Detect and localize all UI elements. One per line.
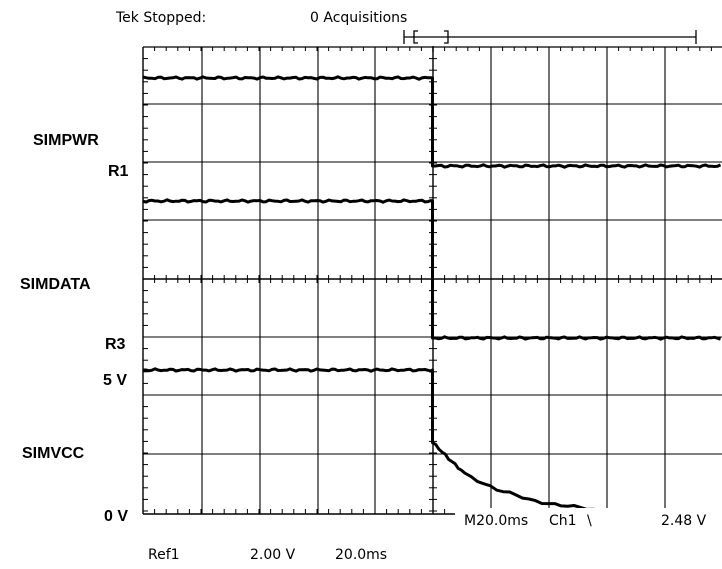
ref-label: Ref1 [148,547,180,563]
traces [142,75,722,517]
label-0v: 0 V [104,508,128,525]
timebase-readout: M20.0ms [464,513,528,529]
record-position-indicator [403,30,697,44]
label-r3: R3 [105,336,126,353]
trace-simpwr [142,75,722,169]
trace-simvcc [143,367,722,517]
label-simvcc: SIMVCC [22,445,85,462]
trigger-level-readout: 2.48 V [661,513,707,529]
label-5v: 5 V [103,372,127,389]
ref-scale: 2.00 V [250,547,296,563]
acquisitions-text: 0 Acquisitions [310,10,407,26]
ref-timebase: 20.0ms [335,547,387,563]
readout-background [455,508,722,528]
trigger-source-readout: Ch1 [549,513,577,529]
trace-simdata [142,198,721,341]
label-simpwr: SIMPWR [33,132,99,149]
status-text: Tek Stopped: [115,10,206,26]
trigger-slope-icon: \ [587,513,592,529]
label-simdata: SIMDATA [20,276,91,293]
label-r1: R1 [108,163,129,180]
